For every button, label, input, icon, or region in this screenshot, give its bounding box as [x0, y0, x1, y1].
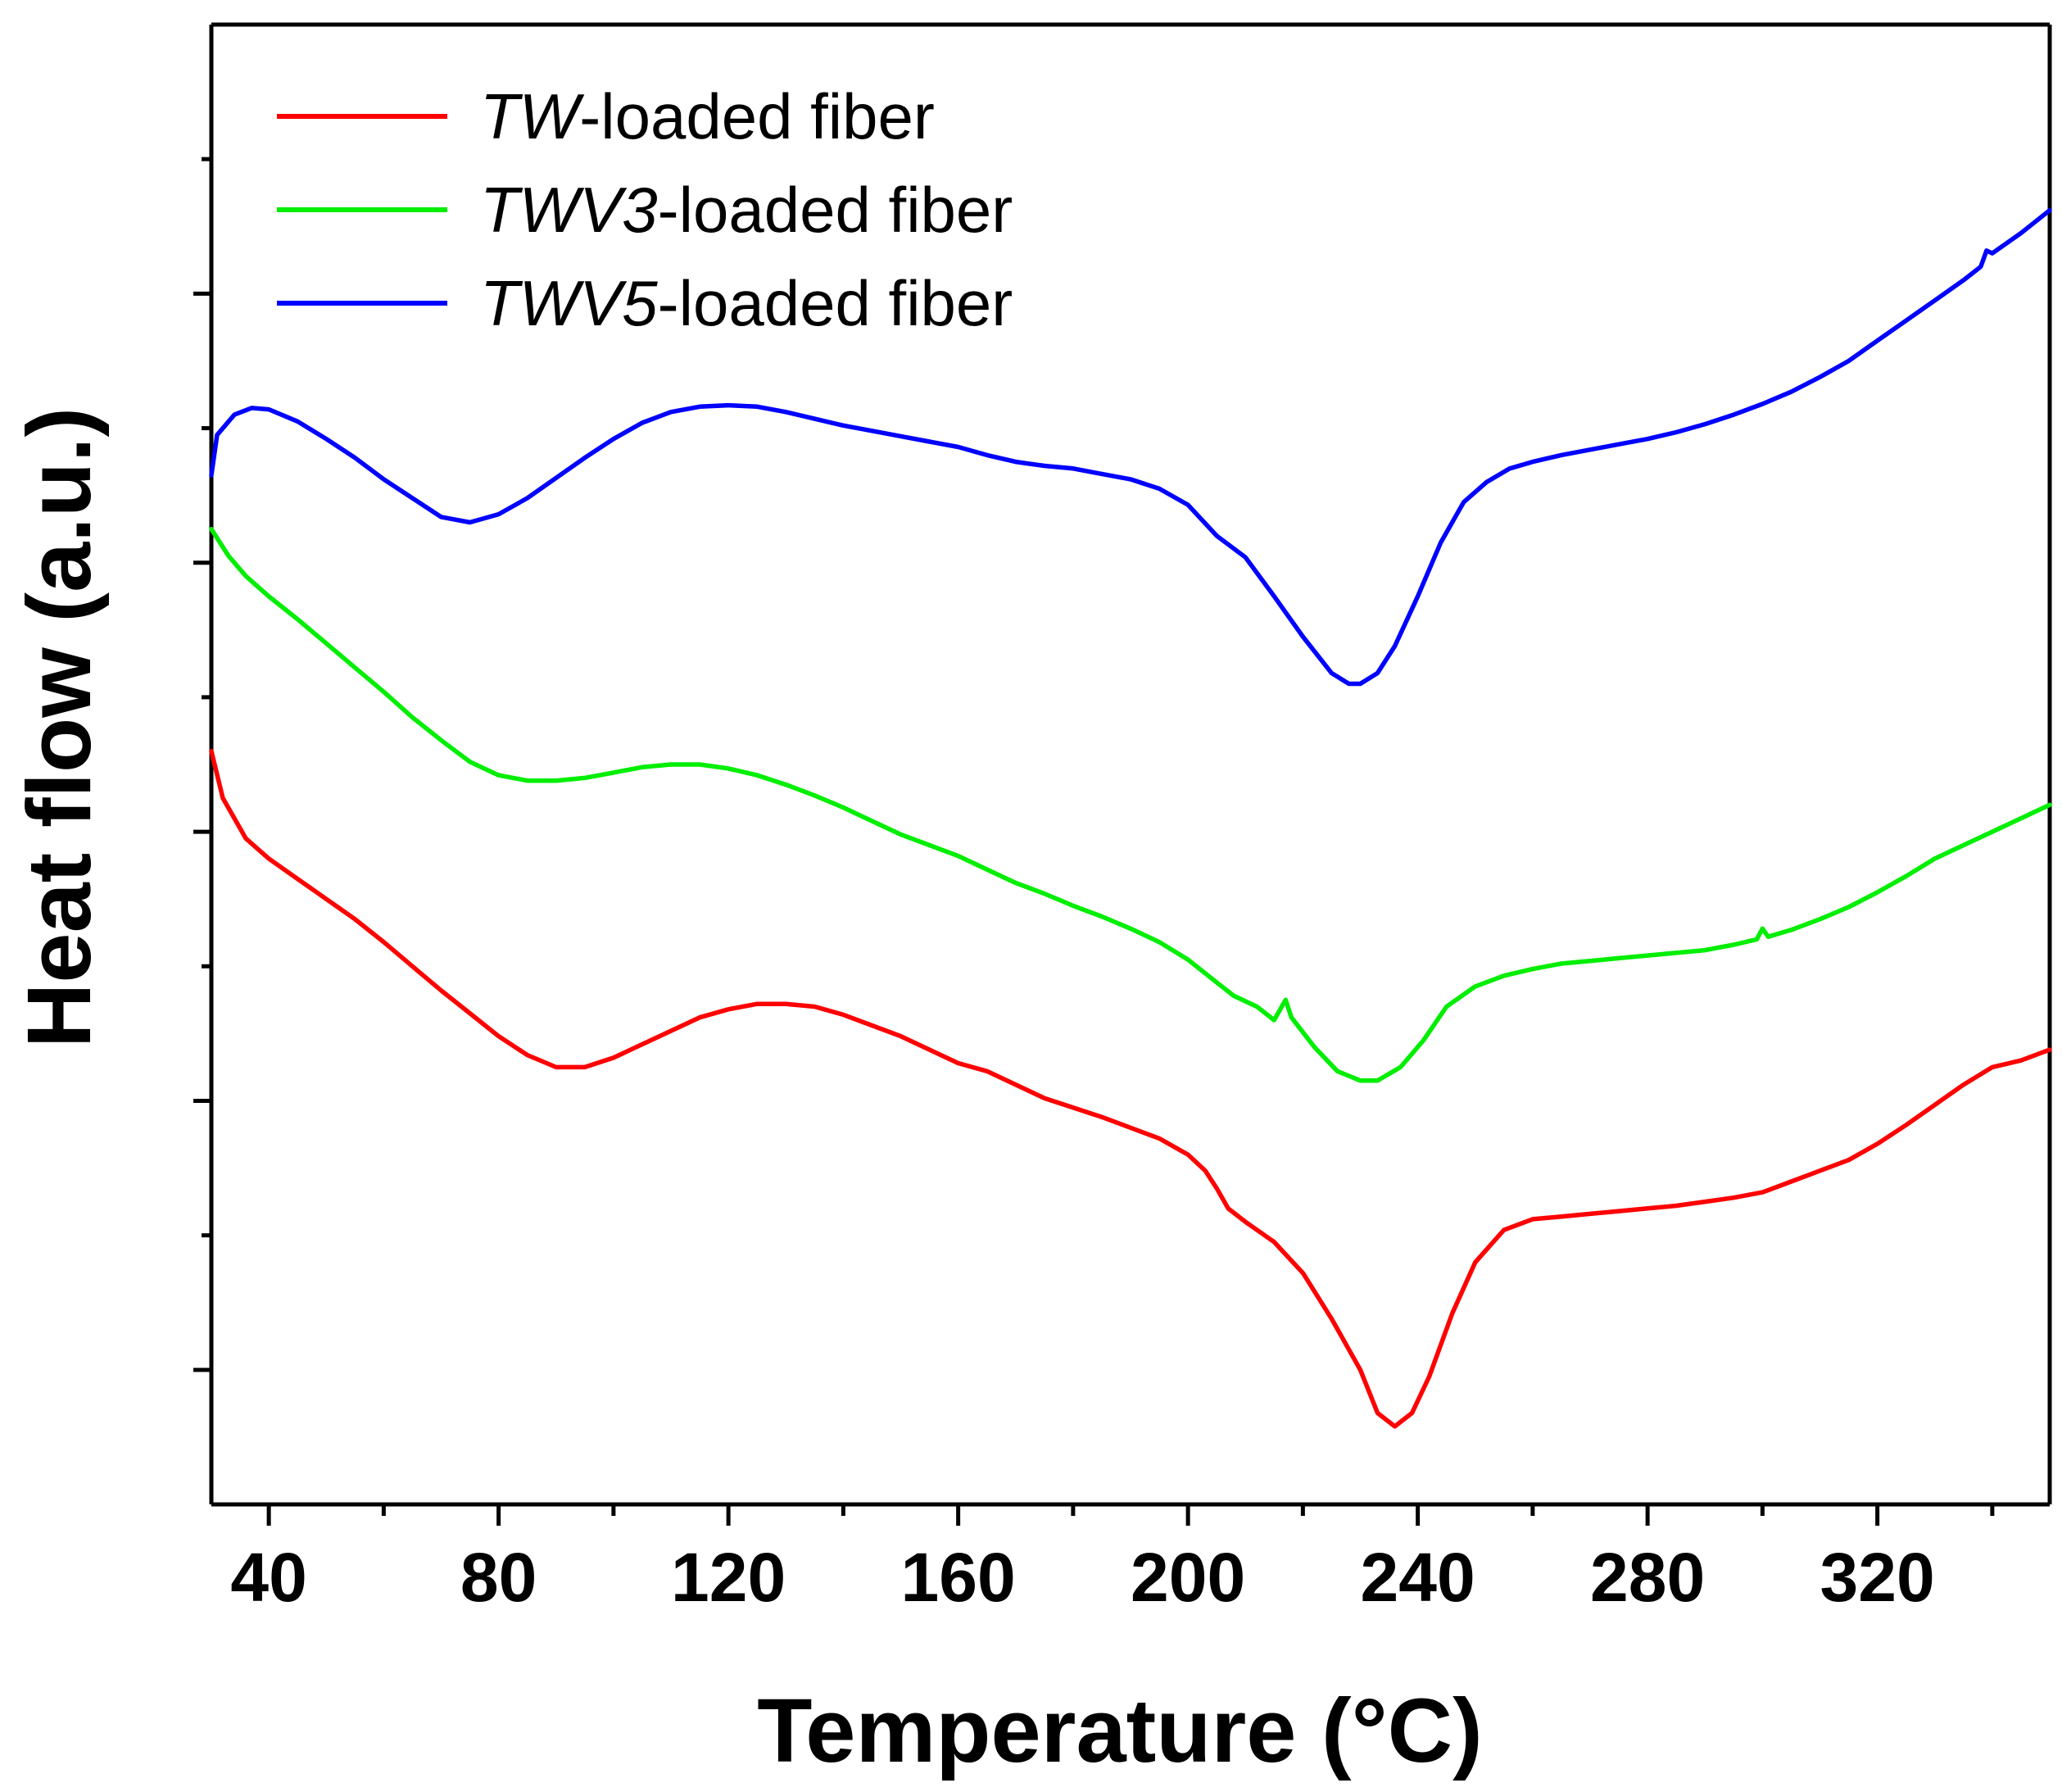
- series-lines: [209, 207, 2052, 1429]
- legend-label-2: TWV3-loaded fiber: [480, 174, 1013, 246]
- x-tick-label: 280: [1590, 1539, 1705, 1616]
- x-tick-label: 320: [1820, 1539, 1935, 1616]
- x-axis-ticks: [266, 1504, 1995, 1526]
- x-tick-label: 40: [230, 1539, 306, 1616]
- y-axis-ticks: [193, 157, 211, 1372]
- legend-label-1: TW-loaded fiber: [480, 80, 935, 152]
- x-axis-title: Temperature (°C): [757, 1681, 1482, 1781]
- x-tick-label: 80: [460, 1539, 537, 1616]
- x-tick-label: 200: [1131, 1539, 1245, 1616]
- series-line-2: [209, 526, 2052, 1083]
- x-tick-label: 160: [901, 1539, 1016, 1616]
- series-line-3: [209, 207, 2052, 687]
- legend: TW-loaded fiber TWV3-loaded fiber TWV5-loa…: [277, 80, 1013, 339]
- legend-label-3: TWV5-loaded fiber: [480, 267, 1013, 339]
- y-axis-title: Heat flow (a.u.): [9, 407, 110, 1048]
- plot-frame: [209, 22, 2052, 1507]
- x-tick-label: 120: [671, 1539, 786, 1616]
- x-tick-label: 240: [1361, 1539, 1475, 1616]
- x-axis-tick-labels: 40 80 120 160 200 240 280 320: [230, 1539, 1934, 1616]
- series-line-1: [209, 748, 2052, 1429]
